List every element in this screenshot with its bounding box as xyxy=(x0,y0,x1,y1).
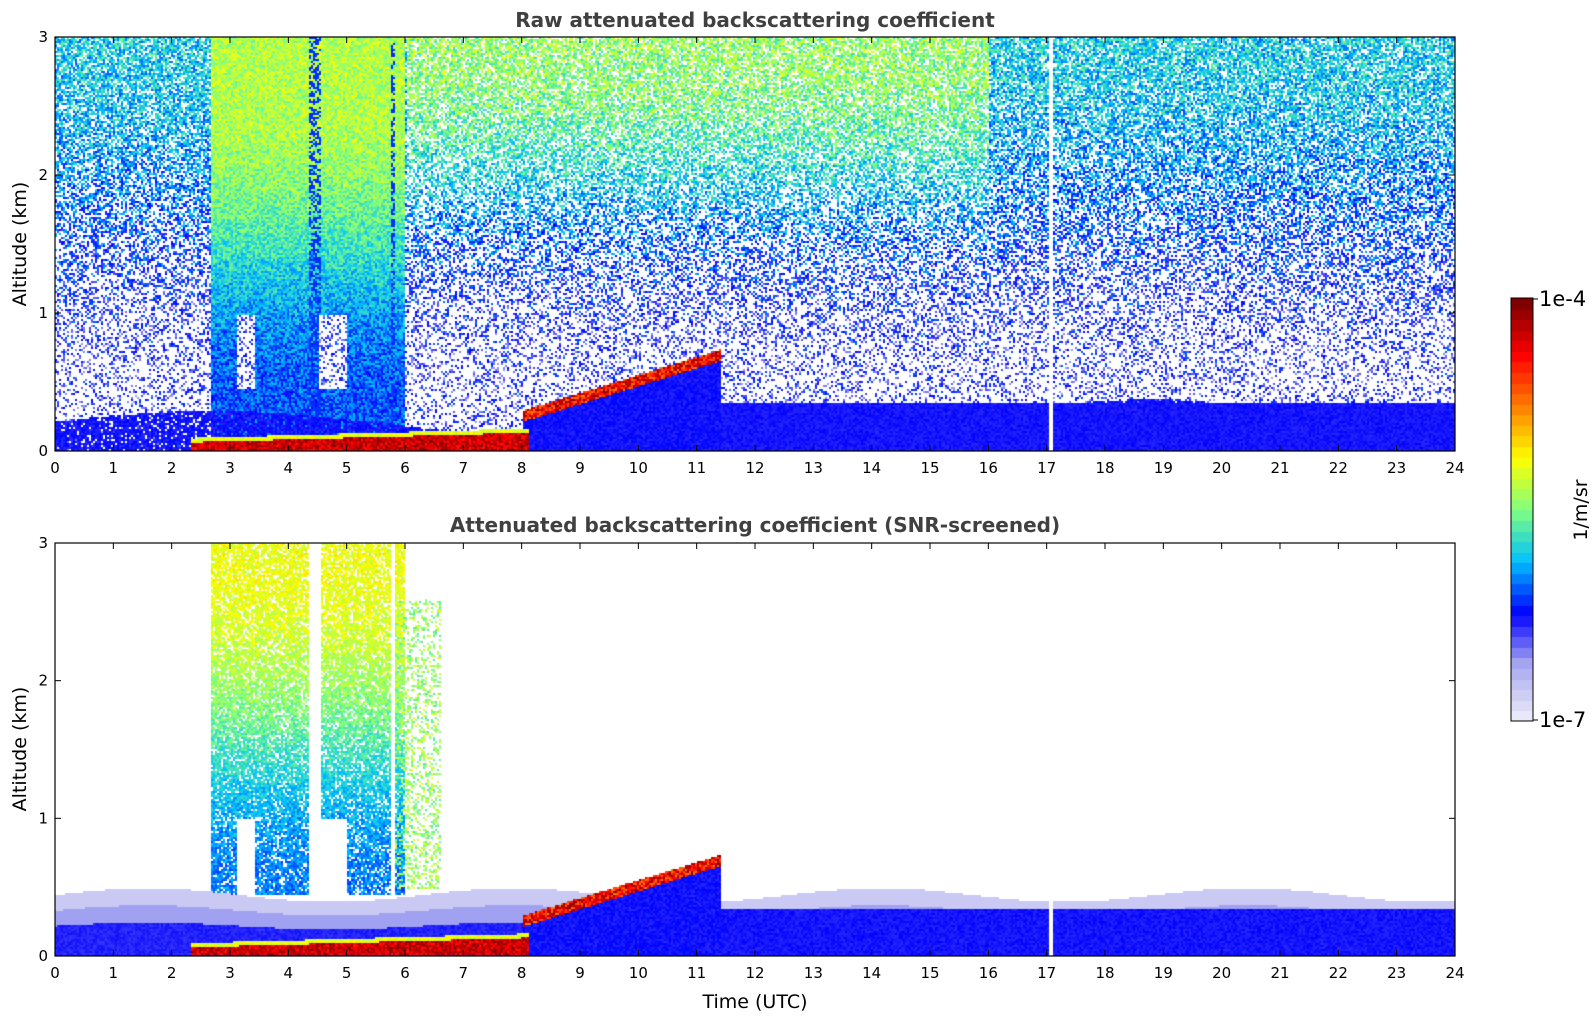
x-tick-label: 14 xyxy=(862,459,881,477)
x-tick-label: 10 xyxy=(629,459,648,477)
panel-screened-xlabel: Time (UTC) xyxy=(701,991,807,1013)
x-tick-label: 23 xyxy=(1387,964,1406,982)
x-tick-label: 10 xyxy=(629,964,648,982)
panel-screened-title: Attenuated backscattering coefficient (S… xyxy=(450,513,1060,537)
x-tick-label: 13 xyxy=(804,964,823,982)
x-tick-label: 5 xyxy=(342,459,352,477)
colorbar-frame xyxy=(1510,297,1534,722)
x-tick-label: 8 xyxy=(517,964,527,982)
x-tick-label: 20 xyxy=(1212,459,1231,477)
x-tick-label: 17 xyxy=(1037,964,1056,982)
x-tick-label: 4 xyxy=(284,964,294,982)
panel-raw: Raw attenuated backscattering coefficien… xyxy=(9,8,1465,477)
y-tick-label: 1 xyxy=(38,809,48,827)
panel-raw-yaxis: 0 1 2 3 xyxy=(38,28,1455,460)
panel-screened-ylabel: Altitude (km) xyxy=(9,687,31,812)
x-tick-label: 11 xyxy=(687,964,706,982)
x-tick-label: 22 xyxy=(1329,964,1348,982)
panel-raw-xaxis: 0 1 2 3 4 5 6 7 8 9 10 11 12 13 14 15 16 17 18 19 20 21 22 23 24 xyxy=(50,37,1465,477)
x-tick-label: 24 xyxy=(1445,964,1464,982)
x-tick-label: 12 xyxy=(745,964,764,982)
panel-screened: Attenuated backscattering coefficient (S… xyxy=(9,513,1465,1013)
x-tick-label: 16 xyxy=(979,964,998,982)
x-tick-label: 17 xyxy=(1037,459,1056,477)
x-tick-label: 0 xyxy=(50,964,60,982)
x-tick-label: 5 xyxy=(342,964,352,982)
panel-raw-title: Raw attenuated backscattering coefficien… xyxy=(515,8,995,32)
x-tick-label: 15 xyxy=(920,964,939,982)
x-tick-label: 9 xyxy=(575,964,585,982)
x-tick-label: 2 xyxy=(167,459,177,477)
y-tick-label: 3 xyxy=(38,534,48,552)
panel-raw-heatmap xyxy=(55,37,1455,451)
panel-screened-heatmap xyxy=(55,543,1455,956)
colorbar-max-label: 1e-4 xyxy=(1539,287,1586,311)
panel-screened-xaxis: 0 1 2 3 4 5 6 7 8 9 10 11 12 13 14 15 16 17 18 19 20 21 22 23 24 xyxy=(50,543,1465,982)
x-tick-label: 3 xyxy=(225,459,235,477)
x-tick-label: 7 xyxy=(459,459,469,477)
x-tick-label: 12 xyxy=(745,459,764,477)
x-tick-label: 8 xyxy=(517,459,527,477)
y-tick-label: 2 xyxy=(38,672,48,690)
x-tick-label: 24 xyxy=(1445,459,1464,477)
x-tick-label: 18 xyxy=(1095,964,1114,982)
x-tick-label: 2 xyxy=(167,964,177,982)
x-tick-label: 6 xyxy=(400,964,410,982)
colorbar-min-label: 1e-7 xyxy=(1539,708,1586,732)
panel-raw-heatmap-holder xyxy=(55,37,1455,451)
x-tick-label: 11 xyxy=(687,459,706,477)
x-tick-label: 23 xyxy=(1387,459,1406,477)
x-tick-label: 4 xyxy=(284,459,294,477)
y-tick-label: 2 xyxy=(38,166,48,184)
x-tick-label: 21 xyxy=(1270,459,1289,477)
x-tick-label: 14 xyxy=(862,964,881,982)
y-tick-label: 0 xyxy=(38,947,48,965)
x-tick-label: 0 xyxy=(50,459,60,477)
y-tick-label: 0 xyxy=(38,442,48,460)
x-tick-label: 16 xyxy=(979,459,998,477)
colorbar-gradient xyxy=(1511,298,1533,721)
x-tick-label: 1 xyxy=(109,459,119,477)
panel-screened-heatmap-holder xyxy=(55,543,1455,956)
x-tick-label: 20 xyxy=(1212,964,1231,982)
x-tick-label: 1 xyxy=(109,964,119,982)
x-tick-label: 6 xyxy=(400,459,410,477)
x-tick-label: 18 xyxy=(1095,459,1114,477)
colorbar-unit-label: 1/m/sr xyxy=(1570,479,1592,540)
panel-raw-ylabel: Altitude (km) xyxy=(9,182,31,307)
panel-screened-yaxis: 0 1 2 3 xyxy=(38,534,1455,965)
x-tick-label: 19 xyxy=(1154,964,1173,982)
y-tick-label: 1 xyxy=(38,304,48,322)
colorbar-gradient-holder xyxy=(1511,298,1533,721)
x-tick-label: 21 xyxy=(1270,964,1289,982)
x-tick-label: 19 xyxy=(1154,459,1173,477)
x-tick-label: 3 xyxy=(225,964,235,982)
colorbar: 1e-4 1e-7 1/m/sr xyxy=(1510,287,1592,732)
y-tick-label: 3 xyxy=(38,28,48,46)
x-tick-label: 22 xyxy=(1329,459,1348,477)
x-tick-label: 15 xyxy=(920,459,939,477)
x-tick-label: 13 xyxy=(804,459,823,477)
x-tick-label: 7 xyxy=(459,964,469,982)
x-tick-label: 9 xyxy=(575,459,585,477)
